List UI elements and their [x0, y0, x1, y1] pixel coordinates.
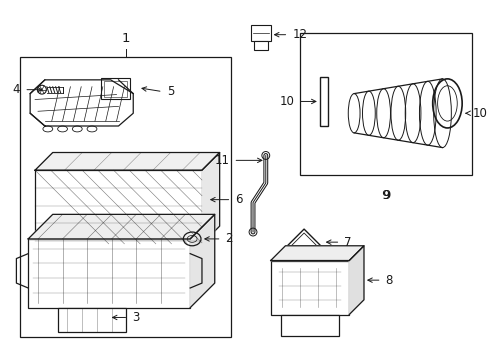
Bar [280, 315, 339, 336]
Polygon shape [35, 153, 219, 170]
Text: 10: 10 [472, 107, 487, 120]
Text: 9: 9 [381, 189, 389, 202]
Bar [300, 33, 471, 175]
Bar [28, 239, 190, 308]
Text: 4: 4 [13, 83, 20, 96]
Bar [35, 170, 202, 244]
Text: 2: 2 [225, 233, 233, 246]
Bar [250, 25, 270, 41]
Text: 12: 12 [292, 28, 306, 41]
Bar [58, 308, 126, 332]
Polygon shape [190, 214, 214, 308]
Text: 5: 5 [166, 85, 174, 98]
Text: 9: 9 [381, 189, 389, 202]
Text: 7: 7 [344, 236, 351, 249]
Text: 1: 1 [122, 32, 130, 45]
Text: 10: 10 [279, 95, 294, 108]
Bar [270, 261, 348, 315]
Text: 3: 3 [132, 311, 140, 324]
Bar [253, 41, 267, 50]
Bar [101, 78, 130, 99]
Text: 11: 11 [214, 154, 229, 167]
Bar [103, 81, 127, 96]
Bar [20, 57, 231, 337]
Polygon shape [348, 246, 363, 315]
Polygon shape [270, 246, 363, 261]
Polygon shape [202, 153, 219, 244]
Bar [319, 77, 327, 126]
Text: 8: 8 [385, 274, 392, 287]
Polygon shape [28, 214, 214, 239]
Text: 6: 6 [235, 193, 243, 206]
